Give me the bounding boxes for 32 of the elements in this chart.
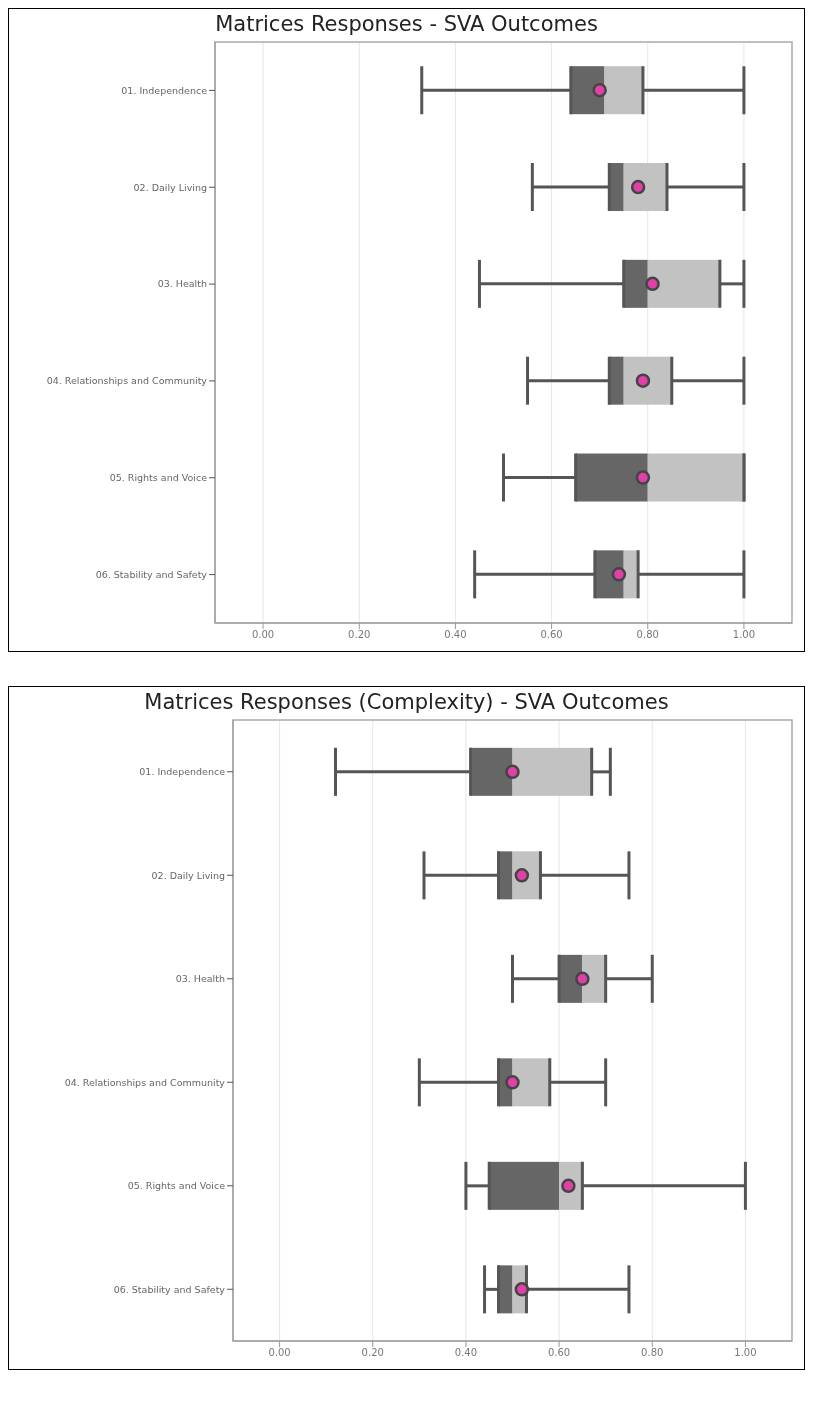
x-tick-label: 0.40 xyxy=(454,1347,478,1359)
x-tick-label: 1.00 xyxy=(734,1347,757,1359)
x-tick-label: 0.20 xyxy=(348,629,371,641)
y-tick-label: 03. Health xyxy=(175,973,225,985)
y-tick-label: 03. Health xyxy=(157,278,207,290)
y-tick-label: 01. Independence xyxy=(121,84,208,96)
x-tick-label: 0.60 xyxy=(547,1347,571,1359)
x-tick-label: 0.00 xyxy=(251,629,275,641)
chart-title: Matrices Responses - SVA Outcomes xyxy=(214,11,599,36)
x-tick-label: 0.20 xyxy=(361,1347,384,1359)
y-tick-label: 06. Stability and Safety xyxy=(113,1283,226,1295)
y-tick-label: 04. Relationships and Community xyxy=(64,1076,226,1088)
y-tick-label: 02. Daily Living xyxy=(133,181,207,193)
point xyxy=(505,764,520,780)
x-tick-label: 0.60 xyxy=(540,629,563,641)
chart-title: Matrices Responses (Complexity) - SVA Outcomes xyxy=(143,689,670,714)
y-tick-label: 05. Rights and Voice xyxy=(127,1180,226,1192)
point xyxy=(645,276,660,292)
y-tick-label: 05. Rights and Voice xyxy=(109,472,208,484)
y-tick-label: 04. Relationships and Community xyxy=(46,375,208,387)
x-tick-label: 0.40 xyxy=(444,629,467,641)
x-tick-label: 0.80 xyxy=(636,629,659,641)
point xyxy=(505,1075,520,1090)
point xyxy=(635,470,651,485)
y-tick-label: 01. Independence xyxy=(139,766,226,778)
point xyxy=(592,82,607,98)
y-tick-label: 02. Daily Living xyxy=(151,869,225,881)
x-tick-label: 0.00 xyxy=(268,1347,291,1359)
x-tick-label: 1.00 xyxy=(732,629,756,641)
x-tick-label: 0.80 xyxy=(641,1347,664,1359)
y-tick-label: 06. Stability and Safety xyxy=(95,568,208,580)
point xyxy=(514,1282,530,1297)
